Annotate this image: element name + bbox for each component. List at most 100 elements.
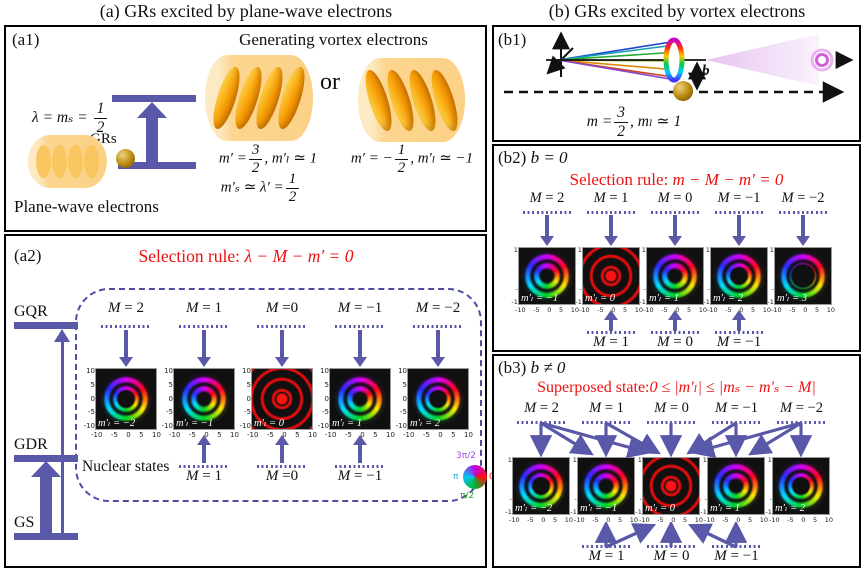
tick-label: -5	[322, 408, 329, 417]
vortex-field-plot: 10 50 -5 -10 m′ₗ = 3 -10 -5 05 10	[767, 247, 835, 323]
b1-formula: m = 3 2, mₗ ≃ 1	[586, 104, 682, 140]
M-state-label: M = 1	[588, 548, 625, 564]
column-b-title: (b) GRs excited by vortex electrons	[548, 1, 806, 21]
plane-wave-cylinder	[28, 135, 107, 188]
tick-label: 10	[308, 431, 317, 439]
tick-label: 5	[622, 306, 628, 314]
tick-label: -5	[657, 516, 664, 524]
donut-beam-inner-ring	[815, 53, 829, 67]
tick-label: 5	[90, 380, 95, 389]
tick-label: -5	[527, 516, 534, 524]
tick-label: 5	[617, 516, 623, 524]
M-state-label: M = 2	[108, 300, 144, 316]
tick-label: -10	[395, 422, 407, 430]
tick-label: 10	[634, 306, 643, 314]
tick-label: 10	[642, 247, 650, 254]
M-state-label: M = −1	[717, 190, 761, 206]
tick-label: -5	[597, 306, 604, 314]
tick-label: 5	[558, 306, 564, 314]
tick-label: -10	[403, 431, 415, 439]
vortex-phase-image: m′ₗ = 3	[774, 247, 832, 305]
M-state-label: M = −1	[714, 548, 759, 564]
M-state-label: M = −2	[415, 300, 461, 316]
phase-pi2-label: π/2	[460, 491, 475, 501]
gqr-label: GQR	[14, 303, 48, 320]
state-column: M = 2 10 50 -5 -10 m′ₗ = −1 -10 -5 05 10	[511, 190, 579, 330]
ml-value-label: m′ₗ = −1	[521, 293, 559, 304]
nuclear-level-line	[582, 421, 630, 424]
tick-label: -10	[325, 431, 337, 439]
ml-value-label: m′ₗ = 0	[254, 418, 285, 429]
lower-level-bar	[118, 162, 196, 169]
excitation-arrow-icon	[358, 444, 362, 463]
tick-label: 10	[706, 247, 714, 254]
tick-label: 10	[242, 367, 251, 375]
nuclear-level-line	[647, 421, 695, 424]
tick-label: -5	[166, 408, 173, 417]
tick-label: -5	[789, 306, 796, 314]
grs-excitation-arrow	[137, 102, 167, 162]
nuclear-level-line	[413, 325, 463, 328]
tick-label: 10	[762, 306, 771, 314]
nuclear-state: M = 1	[574, 524, 639, 573]
vortex1-formula: m′ = 3 2, m′ₗ ≃ 1	[218, 142, 318, 176]
nuclear-level-line	[587, 331, 635, 334]
tick-label: -5	[110, 431, 118, 439]
nuclear-level-line	[257, 465, 307, 468]
tick-label: -10	[643, 306, 654, 314]
ml-value-label: m′ₗ = 1	[332, 418, 363, 429]
ml-value-label: m′ₗ = 3	[777, 293, 808, 304]
nuclear-state: M = −1	[704, 524, 769, 573]
tick-label: 10	[698, 306, 707, 314]
or-label: or	[320, 69, 340, 95]
phase-0-label: 0	[489, 473, 495, 482]
tick-label: -10	[509, 516, 520, 524]
tick-label: -5	[592, 516, 599, 524]
gs-level-bar	[14, 533, 78, 540]
tick-label: 10	[570, 306, 579, 314]
diverging-beam-cone	[706, 34, 819, 86]
tick-label: 0	[402, 394, 407, 403]
tick-label: -10	[505, 507, 516, 516]
state-column: M = −2 10 50 -5 -10 m′ₗ = 3 -10 -5 05 10	[767, 190, 835, 330]
panel-a2: (a2) Selection rule: λ − M − m′ = 0 GQR …	[4, 234, 495, 568]
tick-label: -10	[247, 431, 259, 439]
M-state-label: M = 1	[589, 400, 624, 416]
nucleus-sphere-icon	[673, 81, 693, 101]
tick-label: -10	[161, 422, 173, 430]
vortex-phase-image: m′ₗ = 1	[329, 368, 391, 430]
M-state-label: M = 1	[593, 334, 629, 350]
state-column: M = −1 10 50 -5 -10 m′ₗ = 1 -10 -5 05 10	[700, 400, 769, 540]
tick-label: -10	[579, 306, 590, 314]
M-state-label: M = 2	[529, 190, 565, 206]
tick-label: 0	[324, 394, 329, 403]
tick-label: 10	[573, 457, 581, 464]
M-state-label: M = 1	[593, 190, 629, 206]
nuclear-level-line	[777, 421, 825, 424]
M-state-label: M =0	[265, 300, 299, 316]
tick-label: -5	[422, 431, 430, 439]
nuclear-level-line	[179, 465, 229, 468]
tick-label: -10	[767, 297, 778, 306]
tick-label: 0	[547, 306, 552, 314]
M-state-label: M = −1	[337, 468, 383, 484]
tick-label: 0	[671, 516, 676, 524]
tick-label: 10	[694, 516, 703, 524]
nuclear-level-line	[712, 421, 760, 424]
tick-label: 5	[139, 431, 144, 439]
tick-label: 5	[451, 431, 456, 439]
impact-parameter-label: b	[702, 63, 710, 79]
ml-value-label: m′ₗ = 1	[649, 293, 680, 304]
nuclear-state: M = −1	[321, 435, 399, 495]
